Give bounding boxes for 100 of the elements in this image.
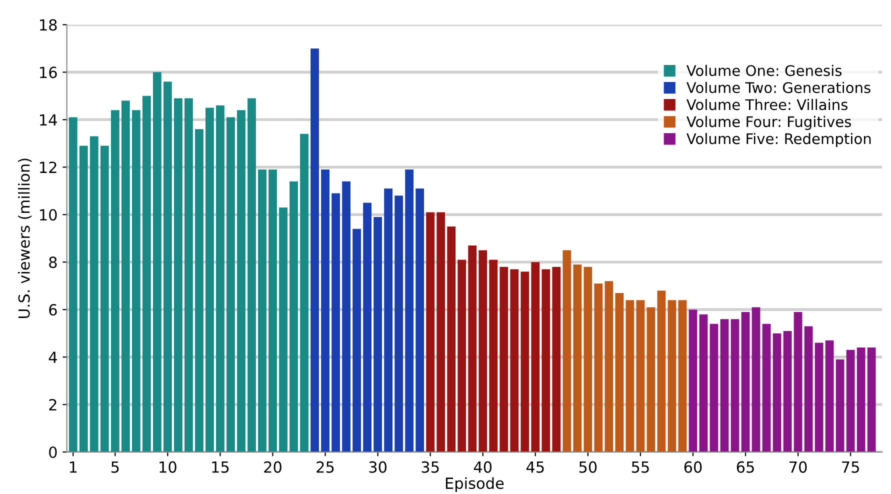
bar: [90, 136, 98, 452]
bar: [489, 260, 498, 452]
x-tick-label: 10: [160, 461, 176, 473]
bar: [836, 359, 844, 452]
bar: [342, 181, 350, 452]
bar: [867, 348, 876, 452]
y-tick-label: 16: [40, 66, 57, 78]
bar: [710, 324, 718, 452]
bar: [752, 307, 760, 452]
bar: [762, 324, 771, 452]
y-tick-label: 14: [40, 114, 57, 126]
bar: [374, 216, 382, 452]
bar: [363, 202, 372, 452]
bar: [594, 283, 603, 452]
x-tick-label: 50: [579, 461, 597, 473]
y-tick-label: 2: [49, 398, 56, 410]
x-tick-label: 65: [736, 461, 754, 473]
x-tick-label: 55: [632, 462, 649, 473]
bar: [562, 250, 572, 452]
bar: [206, 108, 214, 452]
bar: [216, 105, 224, 452]
bar: [814, 342, 824, 452]
y-tick-label: 0: [49, 446, 57, 458]
legend-label: Volume Two: Generations: [686, 82, 870, 94]
legend-label: Volume Five: Redemption: [686, 132, 871, 148]
bar: [268, 170, 277, 452]
y-tick-label: 10: [40, 209, 57, 221]
bar: [132, 110, 140, 452]
bar: [321, 170, 330, 452]
bar: [626, 300, 634, 452]
bar: [79, 146, 88, 452]
bar: [604, 281, 614, 452]
bar: [248, 98, 256, 452]
legend-label: Volume Three: Villains: [686, 98, 848, 110]
bar: [699, 314, 708, 452]
bar: [542, 269, 550, 452]
bar: [121, 100, 130, 452]
y-tick-label: 12: [40, 162, 56, 173]
bar: [615, 292, 624, 452]
x-tick-label: 60: [684, 461, 702, 473]
bar: [163, 82, 172, 452]
y-tick-label: 18: [40, 19, 57, 31]
bar: [436, 212, 446, 452]
bar: [804, 326, 813, 452]
bar: [468, 245, 477, 452]
bar: [668, 300, 676, 452]
bar: [352, 228, 361, 452]
bar: [184, 98, 193, 452]
bar: [646, 307, 656, 452]
x-tick-label: 30: [369, 461, 387, 473]
bar: [279, 207, 288, 452]
bar: [226, 117, 235, 452]
bar: [584, 266, 592, 452]
bar: [573, 264, 582, 452]
bar: [447, 226, 456, 452]
legend-label: Volume One: Genesis: [686, 64, 842, 76]
bar: [426, 212, 435, 452]
bar: [416, 188, 424, 452]
x-tick-label: 40: [474, 461, 492, 473]
bar: [520, 272, 530, 452]
x-axis-title: Episode: [446, 477, 504, 492]
x-tick-label: 5: [111, 462, 119, 473]
bar: [825, 340, 834, 452]
x-tick-label: 75: [842, 462, 859, 473]
bar: [531, 262, 540, 452]
y-axis-title: U.S. viewers (million): [18, 158, 32, 318]
bar: [258, 170, 266, 452]
bar: [237, 110, 246, 452]
bar: [636, 300, 645, 452]
x-tick-label: 20: [264, 461, 282, 473]
bar: [688, 310, 698, 452]
bar: [174, 98, 182, 452]
bar: [332, 193, 340, 452]
bar: [458, 260, 466, 452]
bar: [720, 319, 729, 452]
bar: [678, 300, 687, 452]
bar: [856, 348, 866, 452]
y-tick-label: 6: [49, 304, 57, 316]
bar: [510, 269, 519, 452]
x-tick-label: 25: [316, 461, 334, 473]
bar: [741, 312, 750, 452]
bar: [300, 134, 308, 452]
bar: [152, 72, 162, 452]
bar: [110, 110, 120, 452]
bar: [195, 129, 204, 452]
bar: [846, 350, 855, 452]
x-tick-label: 15: [212, 462, 229, 473]
bar: [772, 333, 782, 452]
bar: [384, 188, 393, 452]
y-tick-label: 4: [48, 352, 57, 363]
bar: [310, 48, 319, 452]
bar: [68, 117, 78, 452]
bar: [552, 266, 561, 452]
bar: [478, 250, 488, 452]
x-tick-label: 45: [526, 462, 544, 473]
bar: [794, 312, 802, 452]
bar: [730, 319, 740, 452]
bar: [290, 181, 298, 452]
bar: [405, 170, 414, 452]
bar: [500, 266, 508, 452]
